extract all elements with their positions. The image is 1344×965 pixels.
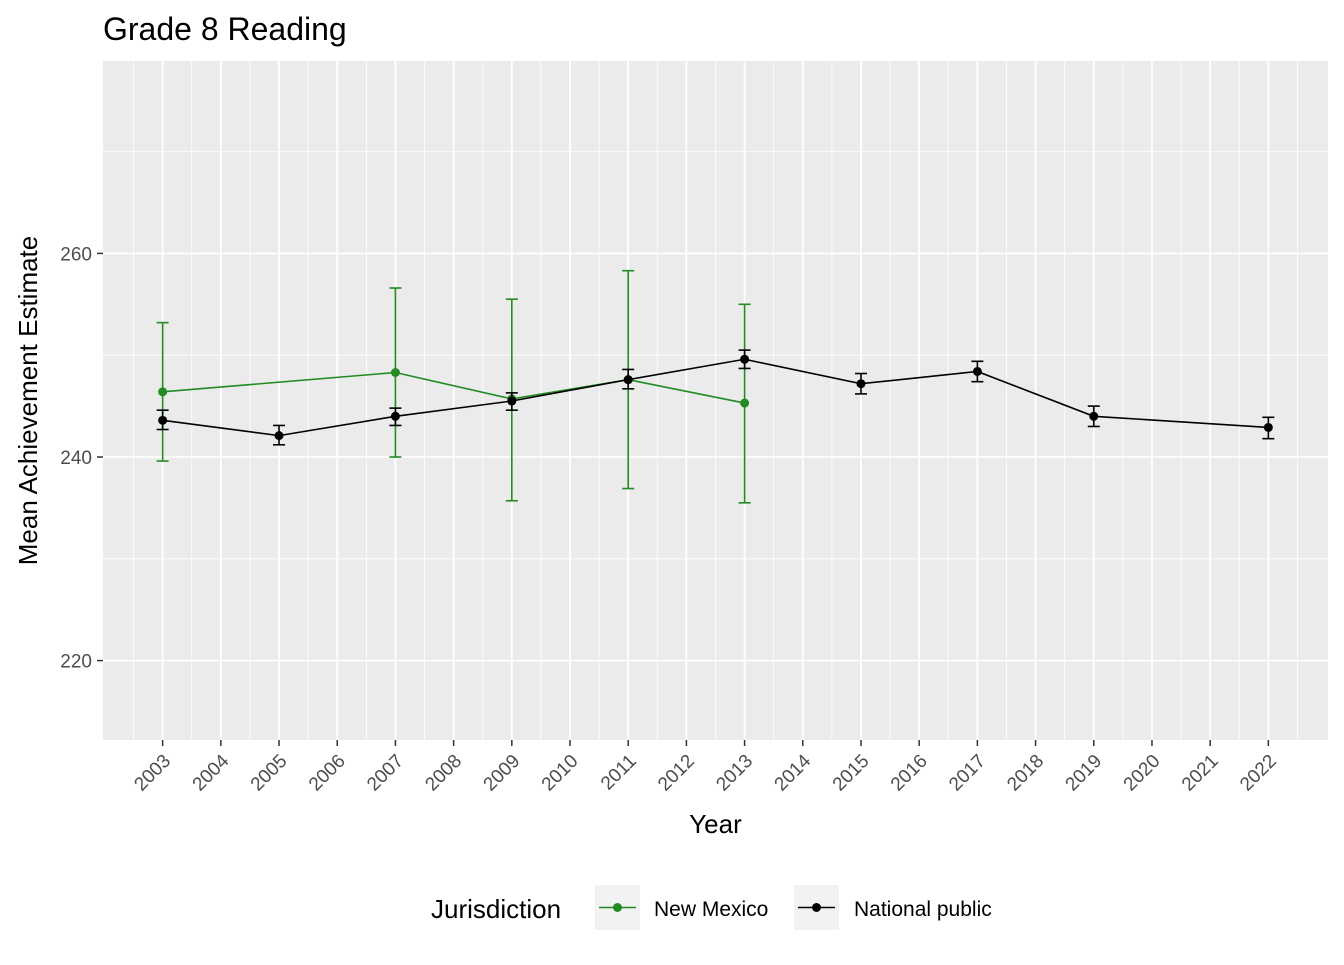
chart-title: Grade 8 Reading bbox=[103, 11, 347, 47]
data-point bbox=[740, 398, 750, 408]
x-tick-label: 2009 bbox=[480, 751, 525, 796]
data-point bbox=[623, 375, 633, 385]
x-tick-label: 2012 bbox=[654, 751, 699, 796]
data-point bbox=[1089, 411, 1099, 421]
series-1 bbox=[156, 349, 1275, 446]
data-point bbox=[158, 415, 168, 425]
legend-title: Jurisdiction bbox=[431, 894, 561, 924]
x-tick-label: 2020 bbox=[1120, 751, 1165, 796]
legend-item-0: New Mexico bbox=[595, 885, 768, 930]
data-point bbox=[507, 396, 517, 406]
x-tick-label: 2019 bbox=[1062, 751, 1107, 796]
x-tick-label: 2006 bbox=[305, 751, 350, 796]
data-point bbox=[390, 368, 400, 378]
data-point bbox=[740, 354, 750, 364]
legend-item-1: National public bbox=[794, 885, 992, 930]
x-tick-label: 2007 bbox=[363, 751, 408, 796]
legend-items: New Mexico National public bbox=[595, 885, 992, 930]
x-tick-label: 2014 bbox=[771, 750, 816, 795]
x-tick-label: 2004 bbox=[189, 750, 234, 795]
x-tick-label: 2005 bbox=[247, 751, 292, 796]
x-tick-label: 2015 bbox=[829, 751, 874, 796]
series-layer bbox=[156, 269, 1275, 504]
data-point bbox=[856, 379, 866, 389]
x-tick-label: 2021 bbox=[1178, 751, 1223, 796]
y-tick-label: 240 bbox=[60, 448, 92, 469]
x-tick-label: 2008 bbox=[421, 751, 466, 796]
legend-label: National public bbox=[854, 898, 992, 921]
legend-label: New Mexico bbox=[654, 898, 768, 921]
data-point bbox=[972, 366, 982, 376]
y-tick-label: 260 bbox=[60, 244, 92, 265]
grid-layer bbox=[103, 61, 1328, 740]
x-tick-label: 2017 bbox=[945, 751, 990, 796]
x-tick-label: 2016 bbox=[887, 751, 932, 796]
data-point bbox=[1263, 422, 1273, 432]
x-tick-label: 2011 bbox=[597, 751, 641, 795]
x-tick-label: 2013 bbox=[712, 751, 757, 796]
legend-key-point bbox=[613, 903, 622, 912]
data-point bbox=[158, 387, 168, 397]
series-line bbox=[162, 358, 1269, 437]
legend-key-point bbox=[812, 903, 821, 912]
y-axis-title: Mean Achievement Estimate bbox=[13, 236, 43, 566]
legend: Jurisdiction New Mexico National public bbox=[431, 885, 992, 930]
x-tick-label: 2010 bbox=[538, 751, 583, 796]
x-axis-title: Year bbox=[689, 809, 742, 839]
x-tick-label: 2018 bbox=[1003, 751, 1048, 796]
data-point bbox=[274, 431, 284, 441]
y-tick-label: 220 bbox=[60, 652, 92, 673]
data-point bbox=[390, 411, 400, 421]
x-tick-label: 2003 bbox=[130, 751, 175, 796]
x-tick-label: 2022 bbox=[1236, 751, 1281, 796]
